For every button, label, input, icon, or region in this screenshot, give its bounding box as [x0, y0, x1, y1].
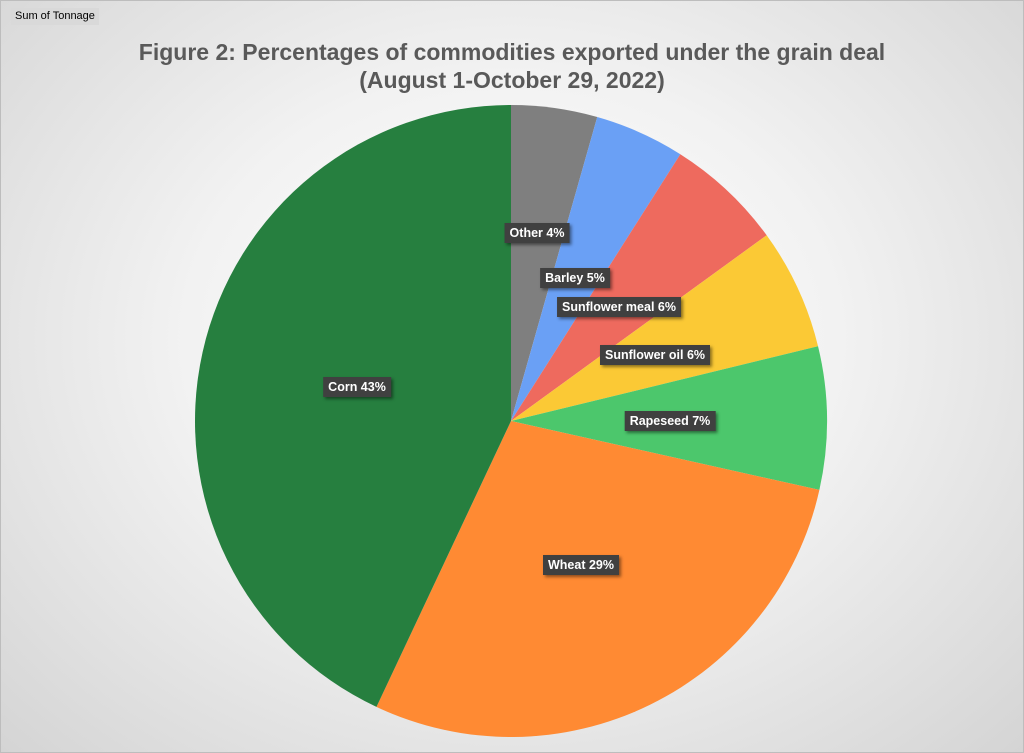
data-label-rapeseed: Rapeseed 7%: [624, 411, 716, 431]
pie-slice-sunflower-oil: [511, 235, 819, 421]
pie-slice-other: [511, 105, 598, 421]
data-label-wheat: Wheat 29%: [543, 555, 619, 575]
data-label-barley: Barley 5%: [540, 268, 610, 288]
pie-slice-sunflower-meal: [511, 154, 767, 421]
data-label-sunflower-meal: Sunflower meal 6%: [557, 297, 681, 317]
chart-title-line2: (August 1-October 29, 2022): [359, 67, 665, 93]
pie-slice-wheat: [376, 421, 820, 737]
chart-title-line1: Figure 2: Percentages of commodities exp…: [138, 39, 886, 65]
data-label-other: Other 4%: [504, 223, 570, 243]
data-label-sunflower-oil: Sunflower oil 6%: [599, 345, 711, 365]
pie-slice-corn: [195, 105, 511, 707]
field-button-sum-of-tonnage[interactable]: Sum of Tonnage: [11, 8, 99, 25]
chart-title: Figure 2: Percentages of commodities exp…: [0, 38, 1024, 94]
data-label-corn: Corn 43%: [323, 377, 391, 397]
